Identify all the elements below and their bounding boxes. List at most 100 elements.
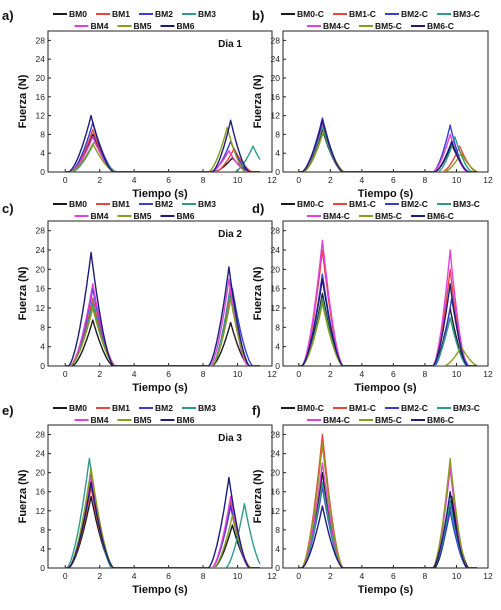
x-tick-label: 8 [201,369,206,379]
y-tick-label: 4 [40,342,45,352]
series-line [65,128,260,172]
legend-label: BM6-C [427,211,454,221]
panel-label: c) [2,201,14,216]
y-tick-label: 24 [271,245,281,255]
legend-label: BM3-C [453,9,480,19]
series-group [298,239,478,366]
series-line [298,239,477,366]
y-tick-label: 16 [36,284,46,294]
legend-label: BM2 [155,403,173,413]
x-tick-label: 10 [233,175,243,185]
y-tick-label: 8 [40,322,45,332]
legend-item: BM6-C [411,21,454,31]
series-line [298,481,477,568]
y-tick-label: 12 [271,506,281,516]
y-tick-label: 20 [36,73,46,83]
legend-label: BM0-C [297,9,324,19]
legend-label: BM5 [134,415,152,425]
legend-label: BM4-C [323,21,350,31]
series-line [65,297,260,366]
x-tick-label: 0 [296,175,301,185]
legend-item: BM2 [139,9,173,19]
x-tick-label: 12 [483,571,493,581]
panel-label: b) [252,8,264,23]
legend-label: BM2-C [401,199,428,209]
y-tick-label: 0 [275,167,280,177]
series-line [298,462,477,568]
legend-label: BM6 [177,211,195,221]
legend-item: BM5 [117,415,152,425]
series-line [65,114,260,172]
y-tick-label: 24 [271,449,281,459]
series-line [298,302,478,366]
legend-label: BM5 [134,211,152,221]
legend-item: BM1-C [333,9,376,19]
x-tick-label: 6 [391,571,396,581]
x-tick-label: 10 [452,369,462,379]
legend-label: BM5-C [375,415,402,425]
legend-label: BM2 [155,199,173,209]
legend-item: BM0 [53,403,87,413]
legend-item: BM0-C [281,403,324,413]
y-tick-label: 24 [36,449,46,459]
x-tick-label: 0 [296,369,301,379]
legend-label: BM2 [155,9,173,19]
legend-label: BM6 [177,415,195,425]
legend-item: BM5 [117,21,152,31]
y-tick-label: 12 [36,303,46,313]
x-tick-label: 12 [483,175,493,185]
x-tick-label: 6 [166,369,171,379]
x-tick-label: 4 [359,175,364,185]
x-tick-label: 6 [391,175,396,185]
series-group [65,251,260,366]
legend-item: BM4 [74,415,109,425]
y-tick-label: 28 [36,35,46,45]
y-tick-label: 8 [40,129,45,139]
series-line [298,126,477,172]
legend-label: BM2-C [401,403,428,413]
legend-item: BM1 [96,403,130,413]
x-tick-label: 2 [328,175,333,185]
legend-item: BM1-C [333,199,376,209]
y-tick-label: 0 [40,167,45,177]
legend-item: BM6 [160,415,195,425]
legend-item: BM6-C [411,211,454,221]
legend-item: BM4-C [307,415,350,425]
x-tick-label: 0 [296,571,301,581]
legend-label: BM1-C [349,9,376,19]
legend-label: BM0 [69,403,87,413]
y-tick-label: 8 [275,129,280,139]
legend-label: BM3 [198,9,216,19]
x-tick-label: 0 [63,175,68,185]
x-axis-label: Tiempo (s) [132,188,188,200]
y-tick-label: 16 [271,487,281,497]
legend-item: BM2 [139,403,173,413]
x-tick-label: 2 [97,369,102,379]
panel-label: e) [2,403,14,418]
series-group [298,117,478,172]
legend-label: BM5-C [375,211,402,221]
legend-item: BM5-C [359,415,402,425]
legend-item: BM4 [74,211,109,221]
x-tick-label: 4 [359,571,364,581]
x-tick-label: 10 [233,571,243,581]
legend-label: BM1 [112,403,130,413]
y-tick-label: 20 [271,468,281,478]
legend-item: BM3 [182,403,216,413]
y-tick-label: 12 [36,506,46,516]
legend-item: BM2-C [385,403,428,413]
y-tick-label: 12 [36,111,46,121]
legend-item: BM1 [96,9,130,19]
y-tick-label: 16 [36,92,46,102]
y-tick-label: 20 [36,264,46,274]
y-tick-label: 4 [275,148,280,158]
series-line [65,476,260,568]
series-line [65,495,260,568]
x-axis-label: Tiempo (s) [132,382,188,394]
legend-label: BM4-C [323,415,350,425]
x-tick-label: 12 [267,175,277,185]
legend-item: BM0 [53,199,87,209]
y-axis-label: Fuerza (N) [252,266,264,320]
